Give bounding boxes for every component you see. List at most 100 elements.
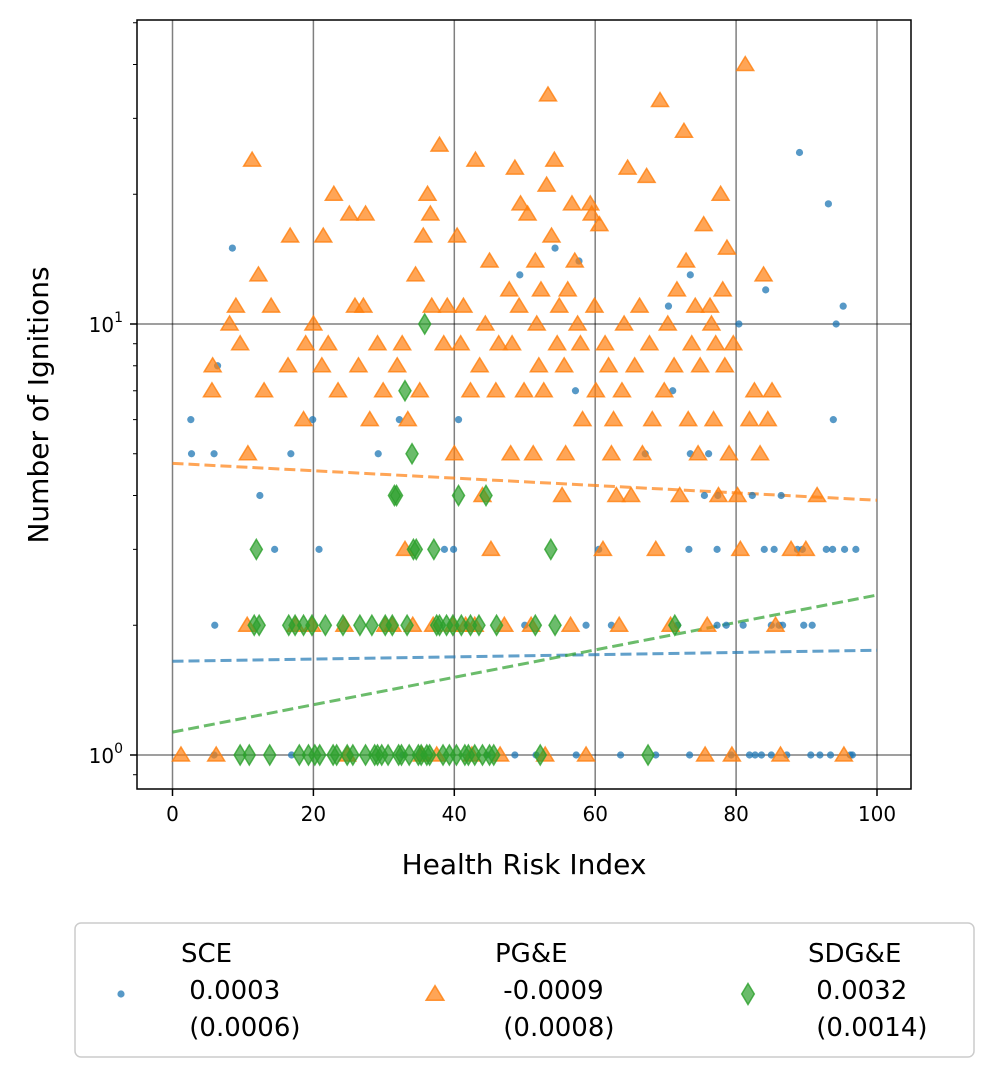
data-point xyxy=(315,545,323,553)
data-point xyxy=(601,444,622,461)
data-point xyxy=(254,381,274,398)
data-point xyxy=(589,215,610,232)
data-point xyxy=(636,166,657,184)
data-point xyxy=(248,265,269,282)
data-point xyxy=(242,150,262,167)
data-point xyxy=(713,545,721,553)
data-point xyxy=(586,381,606,398)
data-point xyxy=(795,148,804,157)
data-point xyxy=(657,314,678,331)
data-point xyxy=(312,356,332,373)
data-point xyxy=(727,486,748,503)
trend-line-triangle xyxy=(172,461,878,502)
data-point xyxy=(645,539,666,557)
data-point xyxy=(757,410,778,427)
legend-label: -0.0009 xyxy=(495,976,604,1006)
data-point xyxy=(617,158,638,175)
data-point xyxy=(385,613,400,637)
data-point xyxy=(714,356,735,373)
data-point xyxy=(624,356,645,373)
legend-frame xyxy=(74,922,975,1058)
data-point xyxy=(582,621,590,629)
data-point xyxy=(751,751,759,759)
data-point xyxy=(489,613,504,637)
data-point xyxy=(472,613,486,637)
data-point xyxy=(777,491,785,500)
data-point xyxy=(560,615,581,633)
data-point xyxy=(409,537,424,561)
data-point xyxy=(551,244,559,252)
data-point xyxy=(444,444,465,461)
data-point xyxy=(606,486,627,503)
x-axis-label: Health Risk Index xyxy=(402,848,647,881)
data-point xyxy=(417,312,432,336)
data-point xyxy=(730,539,751,557)
data-point xyxy=(816,751,824,759)
data-point xyxy=(454,416,463,424)
legend-label: (0.0006) xyxy=(181,1013,301,1043)
data-point xyxy=(449,545,458,553)
trend-line-diamond xyxy=(172,593,878,734)
legend-label: 0.0032 xyxy=(808,976,907,1006)
trend-line-circle xyxy=(172,648,878,663)
data-point xyxy=(287,450,295,458)
data-point xyxy=(808,621,816,629)
data-point xyxy=(654,381,675,398)
data-point xyxy=(581,204,602,221)
data-point xyxy=(822,545,830,553)
data-point xyxy=(840,545,849,553)
data-point xyxy=(409,381,430,398)
data-point xyxy=(852,545,860,553)
data-point xyxy=(454,613,469,637)
data-point xyxy=(364,613,379,637)
data-point xyxy=(739,410,760,427)
data-point xyxy=(293,410,314,427)
data-point xyxy=(762,381,782,398)
data-point xyxy=(486,743,501,767)
data-point xyxy=(345,743,360,767)
data-point xyxy=(429,135,450,152)
data-point xyxy=(781,539,801,557)
data-point xyxy=(517,204,538,221)
data-point xyxy=(839,302,847,310)
data-point xyxy=(614,314,634,331)
data-point xyxy=(538,85,558,102)
data-point xyxy=(262,743,277,767)
data-point xyxy=(678,410,699,427)
data-point xyxy=(685,296,706,313)
x-tick-label: 100 xyxy=(858,802,896,826)
data-point xyxy=(571,387,580,395)
data-point xyxy=(674,121,694,139)
x-tick-label: 20 xyxy=(301,802,326,826)
data-point xyxy=(598,356,619,373)
x-tick-label: 0 xyxy=(166,802,179,826)
legend-label: (0.0008) xyxy=(495,1013,615,1043)
data-point xyxy=(693,215,714,232)
data-point xyxy=(760,545,768,553)
data-point xyxy=(252,613,267,637)
data-point xyxy=(770,745,791,762)
data-point xyxy=(554,356,575,373)
data-point xyxy=(541,226,562,243)
data-point xyxy=(447,226,467,243)
data-point xyxy=(572,751,580,759)
data-point xyxy=(451,484,466,507)
data-point xyxy=(226,296,246,313)
data-point xyxy=(723,334,744,351)
data-point xyxy=(745,751,754,759)
data-point xyxy=(664,356,684,373)
data-point xyxy=(667,613,682,637)
data-point xyxy=(187,450,196,458)
legend-label: PG&E xyxy=(495,939,568,969)
data-point xyxy=(187,416,195,424)
data-point xyxy=(353,613,367,637)
data-point xyxy=(735,320,743,328)
data-point xyxy=(650,91,670,108)
data-point xyxy=(488,334,509,351)
data-point xyxy=(510,194,531,211)
data-point xyxy=(405,442,419,466)
data-point xyxy=(318,334,339,351)
legend-label: SCE xyxy=(181,939,232,969)
data-point xyxy=(329,743,344,767)
data-point xyxy=(562,194,582,211)
